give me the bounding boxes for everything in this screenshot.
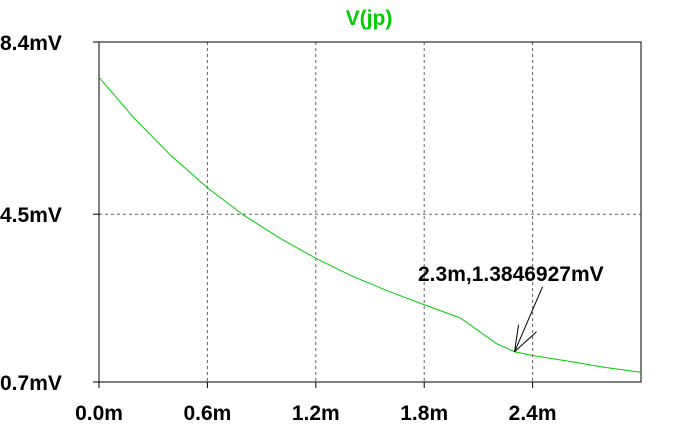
axis-ticks: 0.0m 0.6m 1.2m 1.8m 2.4m 0.7mV 4.5mV 8.4mV: [0, 32, 557, 425]
series-layer: [98, 76, 642, 373]
series-line: [98, 76, 642, 373]
y-tick-label: 4.5mV: [0, 204, 62, 227]
x-tick-label: 0.6m: [183, 402, 231, 425]
grid-lines: [99, 42, 641, 382]
annotation-label: 2.3m,1.3846927mV: [418, 263, 604, 286]
x-tick-label: 1.8m: [400, 402, 448, 425]
x-tick-label: 1.2m: [292, 402, 340, 425]
x-tick-label: 2.4m: [509, 402, 557, 425]
annotation-arrowhead-right: [514, 331, 537, 353]
y-tick-label: 0.7mV: [0, 372, 62, 395]
y-tick-label: 8.4mV: [0, 32, 62, 55]
annotation-arrowhead-left: [514, 324, 520, 352]
plot-frame: [98, 41, 642, 383]
annotation-leader: [514, 286, 543, 352]
chart-title: V(jp): [346, 7, 393, 30]
annotation-layer: 2.3m,1.3846927mV: [418, 263, 604, 353]
x-tick-label: 0.0m: [75, 402, 123, 425]
